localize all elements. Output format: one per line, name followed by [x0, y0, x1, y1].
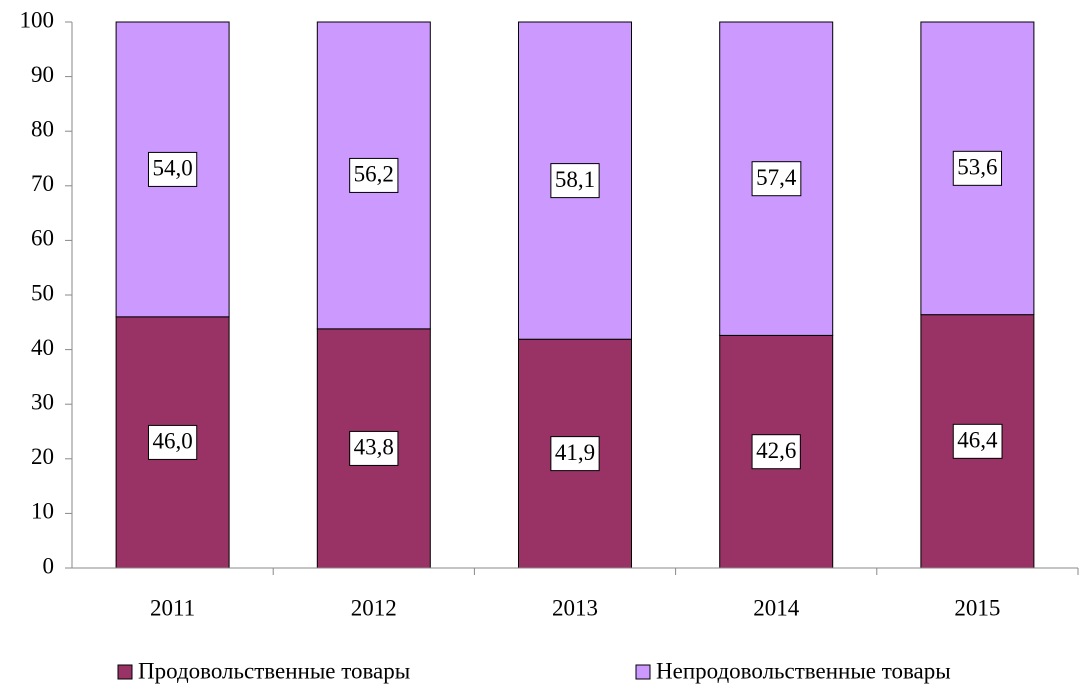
value-label-text: 42,6: [756, 438, 796, 463]
y-tick-label: 90: [31, 62, 54, 87]
value-label-text: 58,1: [555, 167, 595, 192]
value-label-text: 57,4: [756, 165, 797, 190]
value-label-box: [550, 163, 600, 199]
value-label: 57,4: [751, 161, 802, 197]
x-tick-label: 2015: [954, 595, 1000, 620]
value-label-text: 56,2: [354, 162, 394, 187]
value-label-text: 41,9: [555, 440, 595, 465]
value-labels: 46,0 54,0 43,8 56,2 41,9 58,1 42,6 57,4 46,4 53,6: [147, 150, 1003, 472]
value-label-box: [147, 151, 198, 187]
y-tick-label: 70: [31, 171, 54, 196]
value-label-box: [147, 424, 198, 460]
value-label-box: [952, 150, 1003, 186]
value-label: 42,6: [751, 434, 801, 470]
value-label-box: [751, 161, 802, 197]
value-label: 41,9: [550, 436, 600, 472]
legend-label: Продовольственные товары: [138, 658, 410, 683]
value-label: 46,0: [147, 424, 198, 460]
value-label-text: 53,6: [957, 155, 997, 180]
value-label: 46,4: [952, 423, 1003, 459]
value-label: 53,6: [952, 150, 1003, 186]
x-tick-label: 2013: [552, 595, 598, 620]
value-label-text: 54,0: [152, 156, 192, 181]
y-tick-label: 0: [43, 553, 55, 578]
value-label: 43,8: [349, 430, 399, 466]
value-label-box: [349, 157, 399, 193]
y-tick-label: 50: [31, 280, 54, 305]
value-label-text: 43,8: [354, 435, 394, 460]
value-label-box: [349, 430, 399, 466]
legend-swatch: [635, 664, 651, 680]
x-tick-label: 2012: [351, 595, 397, 620]
y-tick-label: 60: [31, 226, 54, 251]
x-tick-label: 2011: [150, 595, 195, 620]
value-label-text: 46,4: [957, 428, 998, 453]
value-label-box: [952, 423, 1003, 459]
x-tick-label: 2014: [753, 595, 800, 620]
value-label-box: [550, 436, 600, 472]
y-tick-label: 40: [31, 335, 54, 360]
legend-swatch: [117, 664, 133, 680]
value-label: 58,1: [550, 163, 600, 199]
bars: [115, 21, 1035, 569]
y-tick-label: 10: [31, 499, 54, 524]
value-label: 56,2: [349, 157, 399, 193]
y-tick-label: 80: [31, 116, 54, 141]
value-label: 54,0: [147, 151, 198, 187]
value-label-box: [751, 434, 801, 470]
y-tick-label: 30: [31, 389, 54, 414]
value-label-text: 46,0: [152, 429, 192, 454]
y-tick-label: 20: [31, 444, 54, 469]
legend-label: Непродовольственные товары: [656, 658, 951, 683]
y-tick-label: 100: [20, 7, 55, 32]
